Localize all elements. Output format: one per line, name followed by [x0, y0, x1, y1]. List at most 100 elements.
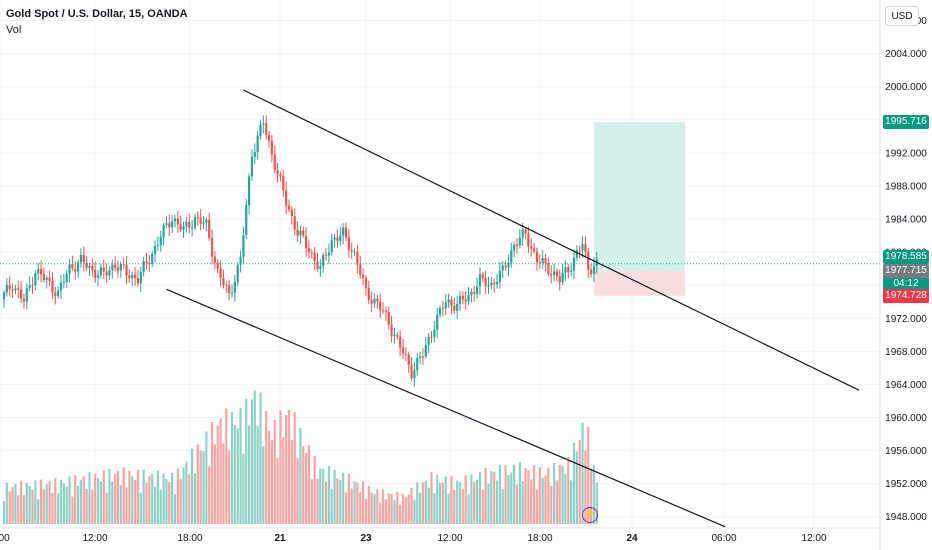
candle-body	[407, 354, 410, 365]
candle-body	[54, 292, 57, 297]
volume-bar	[20, 480, 23, 524]
candle-body	[592, 266, 596, 274]
candle-body	[419, 356, 422, 359]
volume-bar	[307, 445, 311, 524]
candle-body	[319, 266, 322, 269]
volume-bar	[592, 464, 596, 524]
candle-body	[416, 358, 419, 371]
volume-bar	[327, 465, 330, 524]
volume-bar	[151, 473, 154, 524]
candle-body	[122, 264, 125, 266]
trendline	[243, 89, 860, 391]
candle-body	[20, 289, 23, 299]
candle-body	[507, 262, 510, 268]
candle-body	[159, 237, 162, 246]
volume-bar	[293, 411, 296, 524]
candle-body	[305, 235, 308, 249]
volume-bar	[430, 472, 433, 524]
candle-body	[2, 292, 6, 300]
flash-icon[interactable]: ⚡	[582, 507, 598, 523]
candle-body	[196, 217, 199, 219]
volume-bar	[575, 451, 578, 524]
candle-body	[188, 221, 191, 228]
volume-bar	[168, 482, 171, 524]
candle-body	[114, 264, 117, 268]
candle-body	[541, 258, 544, 264]
candle-body	[513, 244, 516, 251]
candle-body	[225, 285, 228, 287]
candle-body	[31, 284, 34, 286]
volume-bar	[131, 476, 134, 524]
volume-bar	[279, 410, 282, 524]
candle-body	[373, 298, 376, 304]
volume-bar	[399, 504, 402, 524]
price-tick: 1960.000	[885, 413, 927, 424]
volume-bar	[136, 469, 140, 524]
candle-body	[270, 140, 273, 155]
candle-body	[504, 265, 507, 268]
volume-bar	[419, 492, 422, 524]
candle-body	[99, 267, 102, 276]
volume-bar	[572, 442, 576, 524]
candle-body	[290, 209, 293, 217]
candle-body	[362, 274, 365, 278]
volume-bar	[114, 474, 117, 524]
candle-body	[250, 156, 254, 177]
candle-body	[410, 364, 413, 379]
candle-body	[210, 237, 214, 257]
candle-body	[273, 154, 276, 171]
volume-bar	[77, 485, 80, 524]
volume-bar	[350, 488, 353, 524]
volume-bar	[233, 425, 236, 524]
volume-bar	[54, 477, 57, 524]
volume-bar	[416, 482, 419, 524]
candle-body	[105, 271, 108, 276]
volume-bar	[2, 501, 6, 524]
candle-body	[524, 229, 527, 234]
volume-bar	[504, 465, 507, 524]
candle-body	[151, 253, 154, 265]
candle-body	[119, 264, 122, 271]
volume-bar	[461, 488, 464, 524]
price-label: 1974.728	[883, 288, 929, 303]
volume-bar	[31, 489, 34, 524]
volume-bar	[444, 476, 447, 524]
volume-bar	[490, 471, 493, 524]
candle-body	[322, 254, 325, 267]
candle-body	[131, 274, 134, 279]
candle-body	[404, 353, 407, 355]
volume-bar	[319, 468, 322, 524]
candle-body	[171, 221, 174, 228]
volume-bar	[256, 426, 259, 524]
volume-bar	[567, 456, 570, 524]
candle-body	[25, 288, 28, 302]
volume-bar	[34, 480, 37, 524]
candle-body	[339, 235, 342, 241]
price-label: 1995.716	[883, 115, 929, 130]
candle-body	[379, 301, 382, 311]
position-zones	[593, 122, 686, 296]
volume-bar	[513, 464, 516, 524]
volume-bar	[193, 473, 197, 524]
volume-bar	[447, 493, 450, 524]
candle-body	[165, 223, 168, 226]
volume-bar	[179, 479, 182, 524]
candle-body	[550, 273, 553, 276]
volume-bar	[347, 473, 350, 524]
volume-bar	[171, 472, 174, 524]
candle-body	[530, 246, 533, 249]
candle-body	[310, 252, 313, 254]
candle-body	[518, 237, 521, 246]
candle-body	[535, 251, 539, 263]
candle-body	[96, 275, 100, 278]
candle-body	[57, 290, 60, 297]
volume-bar	[515, 484, 519, 524]
volume-bar	[236, 428, 239, 524]
volume-bar	[134, 479, 137, 524]
candle-body	[570, 270, 573, 272]
currency-button[interactable]: USD	[885, 6, 919, 26]
symbol-title: Gold Spot / U.S. Dollar, 15, OANDA	[6, 8, 188, 20]
volume-bar	[91, 489, 94, 524]
